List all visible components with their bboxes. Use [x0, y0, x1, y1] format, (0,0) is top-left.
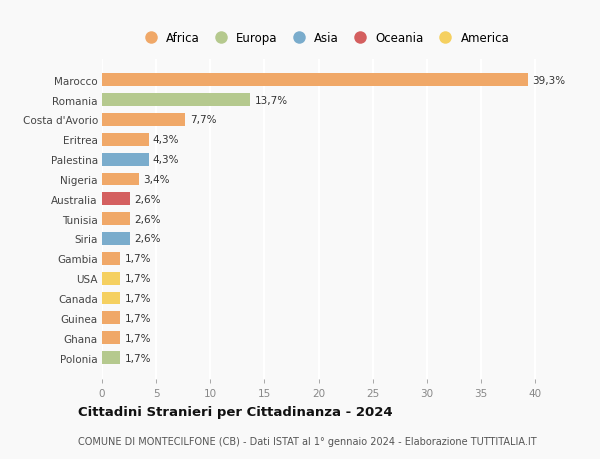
Bar: [102, 153, 149, 166]
Bar: [102, 331, 121, 344]
Text: 7,7%: 7,7%: [190, 115, 216, 125]
Text: COMUNE DI MONTECILFONE (CB) - Dati ISTAT al 1° gennaio 2024 - Elaborazione TUTTI: COMUNE DI MONTECILFONE (CB) - Dati ISTAT…: [78, 437, 536, 446]
Bar: [102, 173, 139, 186]
Bar: [102, 312, 121, 325]
Text: 4,3%: 4,3%: [153, 135, 179, 145]
Text: 4,3%: 4,3%: [153, 155, 179, 165]
Text: 2,6%: 2,6%: [134, 234, 161, 244]
Text: 1,7%: 1,7%: [125, 313, 151, 323]
Bar: [102, 213, 130, 226]
Bar: [102, 351, 121, 364]
Text: 1,7%: 1,7%: [125, 293, 151, 303]
Text: 1,7%: 1,7%: [125, 333, 151, 343]
Text: 39,3%: 39,3%: [532, 76, 565, 85]
Legend: Africa, Europa, Asia, Oceania, America: Africa, Europa, Asia, Oceania, America: [134, 27, 514, 50]
Bar: [102, 233, 130, 246]
Bar: [102, 134, 149, 146]
Text: 3,4%: 3,4%: [143, 174, 170, 185]
Bar: [102, 292, 121, 305]
Bar: [102, 193, 130, 206]
Text: 1,7%: 1,7%: [125, 254, 151, 264]
Text: Cittadini Stranieri per Cittadinanza - 2024: Cittadini Stranieri per Cittadinanza - 2…: [78, 405, 392, 419]
Bar: [102, 114, 185, 127]
Bar: [102, 94, 250, 107]
Text: 13,7%: 13,7%: [254, 95, 288, 106]
Text: 2,6%: 2,6%: [134, 195, 161, 204]
Bar: [102, 272, 121, 285]
Text: 1,7%: 1,7%: [125, 353, 151, 363]
Text: 1,7%: 1,7%: [125, 274, 151, 284]
Bar: [102, 74, 527, 87]
Bar: [102, 252, 121, 265]
Text: 2,6%: 2,6%: [134, 214, 161, 224]
